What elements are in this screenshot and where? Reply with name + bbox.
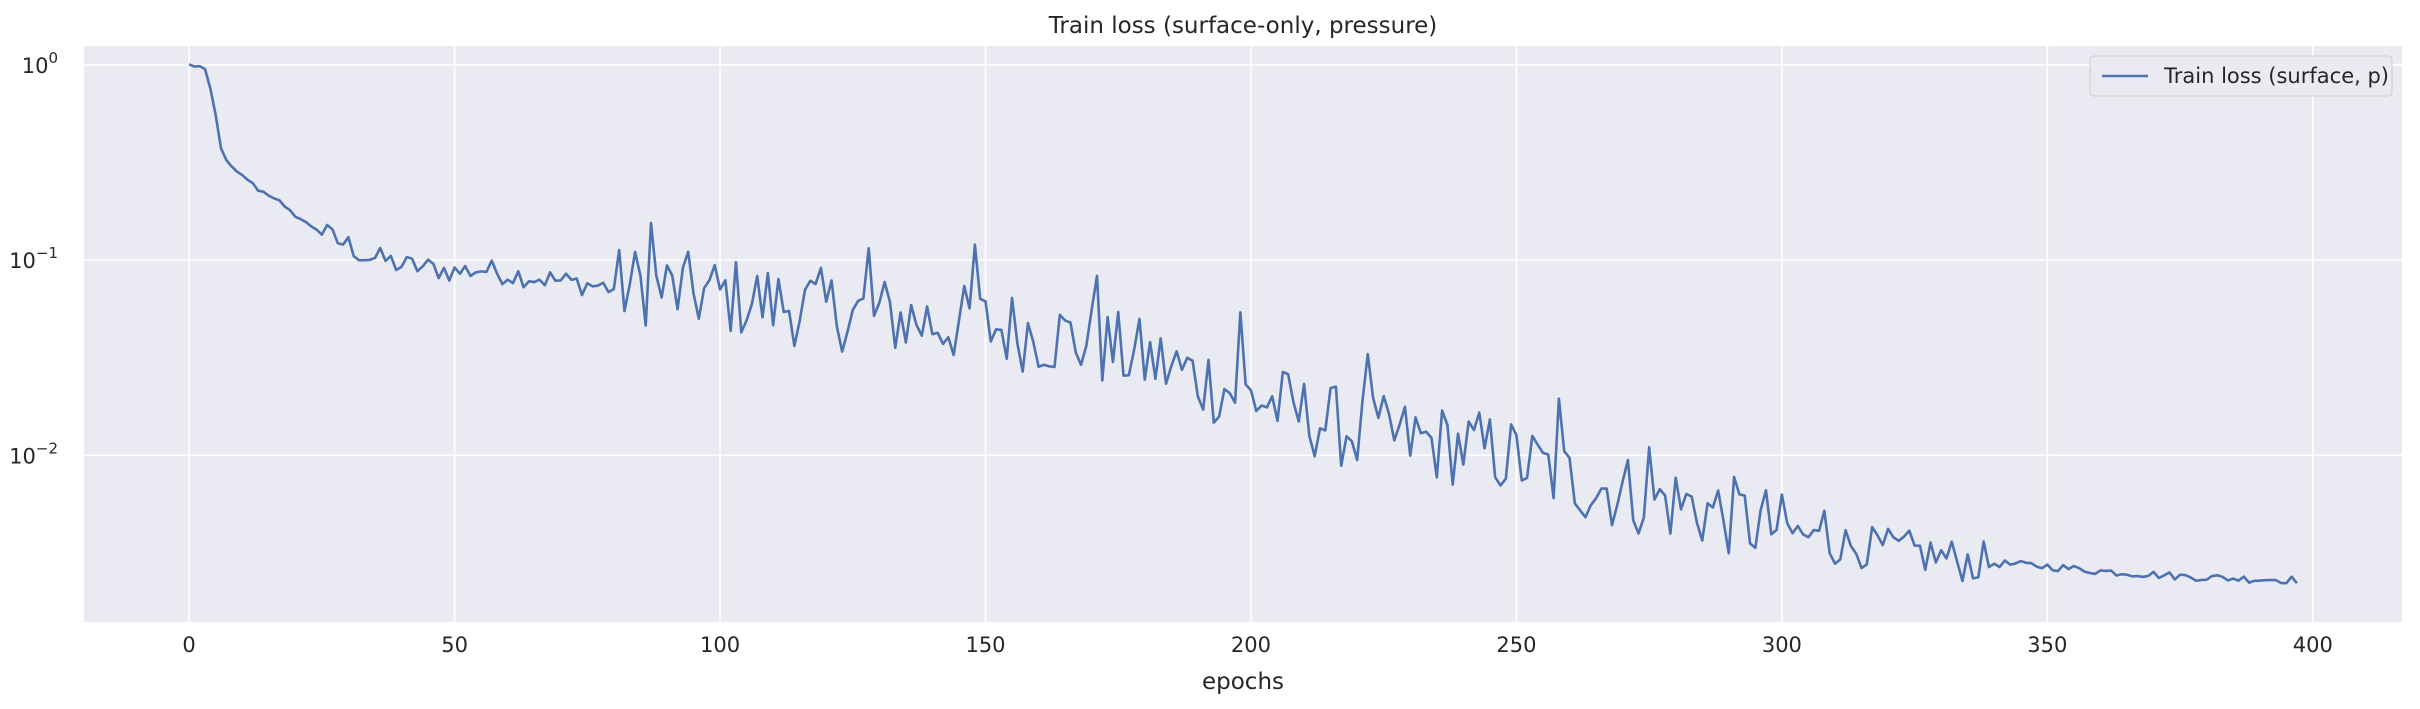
x-tick-label: 0	[182, 633, 195, 657]
chart-title: Train loss (surface-only, pressure)	[1048, 13, 1438, 39]
x-tick-label: 150	[965, 633, 1005, 657]
x-tick-label: 100	[700, 633, 740, 657]
x-tick-label: 350	[2027, 633, 2067, 657]
legend-label: Train loss (surface, p)	[2163, 64, 2389, 88]
x-tick-label: 400	[2293, 633, 2333, 657]
y-tick-label: 10−2	[9, 439, 58, 468]
y-tick-label: 10−1	[9, 244, 58, 273]
legend-box	[2089, 55, 2393, 97]
y-gridlines	[84, 64, 2402, 457]
x-tick-label: 200	[1231, 633, 1271, 657]
x-tick-labels: 0 50 100 150 200 250 300 350 400	[182, 633, 2332, 657]
series-layer	[188, 63, 2298, 585]
x-tick-label: 250	[1496, 633, 1536, 657]
x-gridlines	[188, 46, 2314, 622]
y-tick-labels: 100 10−1 10−2	[9, 49, 58, 468]
y-tick-label: 100	[22, 49, 58, 78]
x-axis-label: epochs	[1202, 669, 1284, 695]
x-tick-label: 50	[441, 633, 468, 657]
series-line-train-loss	[188, 63, 2298, 585]
x-tick-label: 300	[1762, 633, 1802, 657]
legend: Train loss (surface, p)	[2089, 55, 2393, 97]
